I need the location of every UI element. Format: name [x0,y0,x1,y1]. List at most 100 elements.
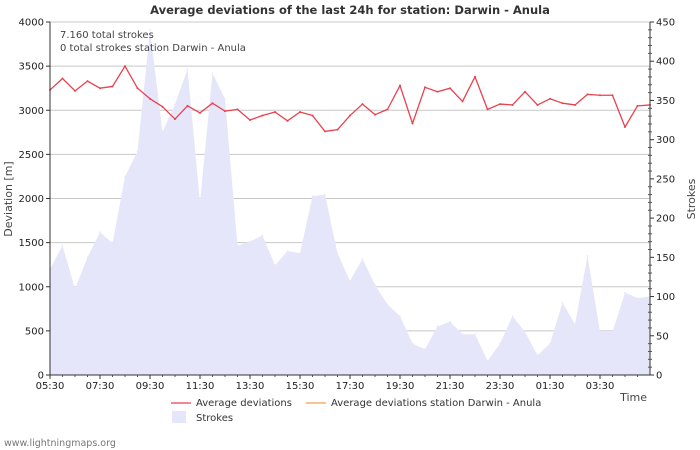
average-deviation-point [599,94,601,97]
strokes-point [211,72,214,74]
y-tick-label: 2500 [19,150,44,161]
average-deviation-point [86,80,89,83]
average-deviation-point [574,103,576,106]
strokes-point [99,231,101,234]
strokes-point [386,303,389,306]
average-deviation-point [624,126,626,129]
strokes-point [424,348,426,350]
average-deviation-point [224,110,226,113]
chart-title: Average deviations of the last 24h for s… [150,3,550,17]
x-tick-label: 17:30 [336,381,365,392]
legend: Average deviations Average deviations st… [171,398,541,424]
average-deviation-point [286,119,289,122]
strokes-point [611,331,614,333]
strokes-point [274,264,276,266]
strokes-point [349,280,351,282]
average-deviation-point [511,103,514,106]
strokes-point [299,252,301,255]
left-axis-ticks: 0 500 1000 1500 2000 2500 3000 3500 4000 [19,18,50,382]
strokes-point [61,244,64,247]
strokes-point [511,315,514,317]
strokes-point [74,287,76,290]
average-deviation-point [311,114,314,117]
footer-site: www.lightningmaps.org [4,438,116,449]
average-deviation-point [549,97,551,100]
average-deviation-point [524,90,526,93]
average-deviation-point [99,87,101,90]
strokes-point [111,242,114,245]
strokes-point [374,283,376,286]
y2-tick-label: 300 [656,135,675,146]
y-tick-label: 3500 [19,62,44,73]
average-deviation-point [124,65,126,68]
y-tick-label: 4000 [19,18,44,29]
x-tick-label: 03:30 [586,381,615,392]
y2-tick-label: 450 [656,18,675,29]
strokes-point [336,252,339,255]
y2-tick-label: 400 [656,57,675,68]
y2-axis-label: Strokes [685,178,698,219]
average-deviation-point [136,87,139,90]
average-deviation-point [236,108,239,111]
average-deviation-point [211,102,214,105]
average-deviation-point [499,103,501,106]
x-axis-label: Time [619,391,647,404]
y2-tick-label: 150 [656,253,675,264]
strokes-point [311,195,314,197]
right-axis-ticks: 0 50 100 150 200 250 300 350 400 450 [648,18,675,382]
strokes-point [486,360,489,362]
average-deviation-series [49,65,651,133]
average-deviation-point [399,84,401,87]
strokes-point [461,333,464,336]
average-deviation-point [486,108,489,111]
x-tick-label: 23:30 [486,381,515,392]
y-tick-label: 1500 [19,238,44,249]
strokes-point [161,131,164,133]
strokes-point [574,323,576,325]
y-tick-label: 2000 [19,194,44,205]
strokes-point [449,320,451,323]
average-deviation-point [174,118,176,121]
strokes-area-path [50,29,650,375]
y2-tick-label: 200 [656,214,675,225]
average-deviation-point [586,93,589,96]
x-tick-label: 11:30 [186,381,215,392]
average-deviation-point [74,89,76,92]
y2-tick-label: 350 [656,96,675,107]
average-deviation-point [336,128,339,131]
y2-tick-label: 50 [656,331,669,342]
strokes-point [536,354,539,357]
average-deviation-point [611,94,614,97]
station-strokes-info: 0 total strokes station Darwin - Anula [60,43,246,54]
strokes-point [624,291,626,294]
strokes-point [236,244,239,247]
x-axis-ticks: 05:30 07:30 09:30 11:30 13:30 15:30 17:30 19:30… [36,375,638,392]
average-deviation-point [149,97,151,100]
x-tick-label: 15:30 [286,381,315,392]
average-deviation-point [436,90,439,93]
x-tick-label: 21:30 [436,381,465,392]
strokes-point [636,297,639,299]
strokes-point [224,98,226,100]
x-tick-label: 09:30 [136,381,165,392]
average-deviation-point [161,105,164,108]
y-tick-label: 500 [25,326,44,337]
y2-tick-label: 0 [656,371,662,382]
y-tick-label: 0 [38,371,44,382]
average-deviation-point [361,103,364,106]
average-deviation-point [424,86,426,89]
strokes-point [499,342,501,345]
average-deviation-point [186,104,189,107]
average-deviation-point [474,75,476,78]
strokes-point [124,175,126,178]
average-deviation-point [386,108,389,111]
strokes-point [149,29,151,31]
strokes-point [249,240,251,243]
strokes-point [286,250,289,252]
average-deviation-point [561,102,564,105]
legend-strokes-label: Strokes [196,413,233,424]
x-tick-label: 19:30 [386,381,415,392]
average-deviation-point [111,85,114,88]
average-deviation-point [199,111,201,114]
